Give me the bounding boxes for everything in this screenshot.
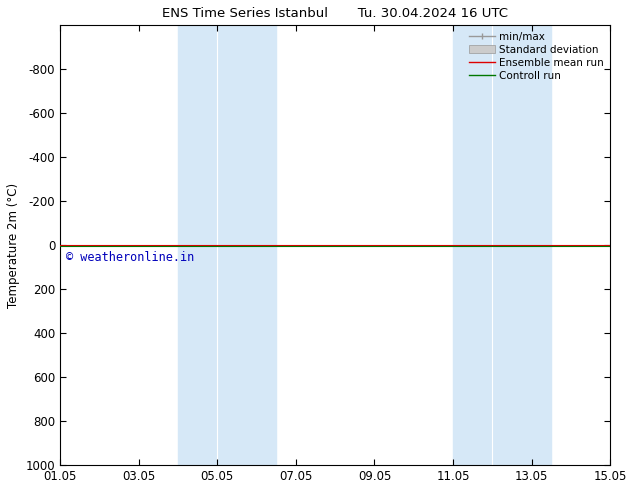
Bar (453, 25, 552, 465)
Legend: min/max, Standard deviation, Ensemble mean run, Controll run: min/max, Standard deviation, Ensemble me… (465, 27, 608, 85)
Text: © weatheronline.in: © weatheronline.in (66, 251, 194, 264)
Bar (178, 25, 276, 465)
Y-axis label: Temperature 2m (°C): Temperature 2m (°C) (7, 183, 20, 308)
Title: ENS Time Series Istanbul       Tu. 30.04.2024 16 UTC: ENS Time Series Istanbul Tu. 30.04.2024 … (162, 7, 508, 20)
